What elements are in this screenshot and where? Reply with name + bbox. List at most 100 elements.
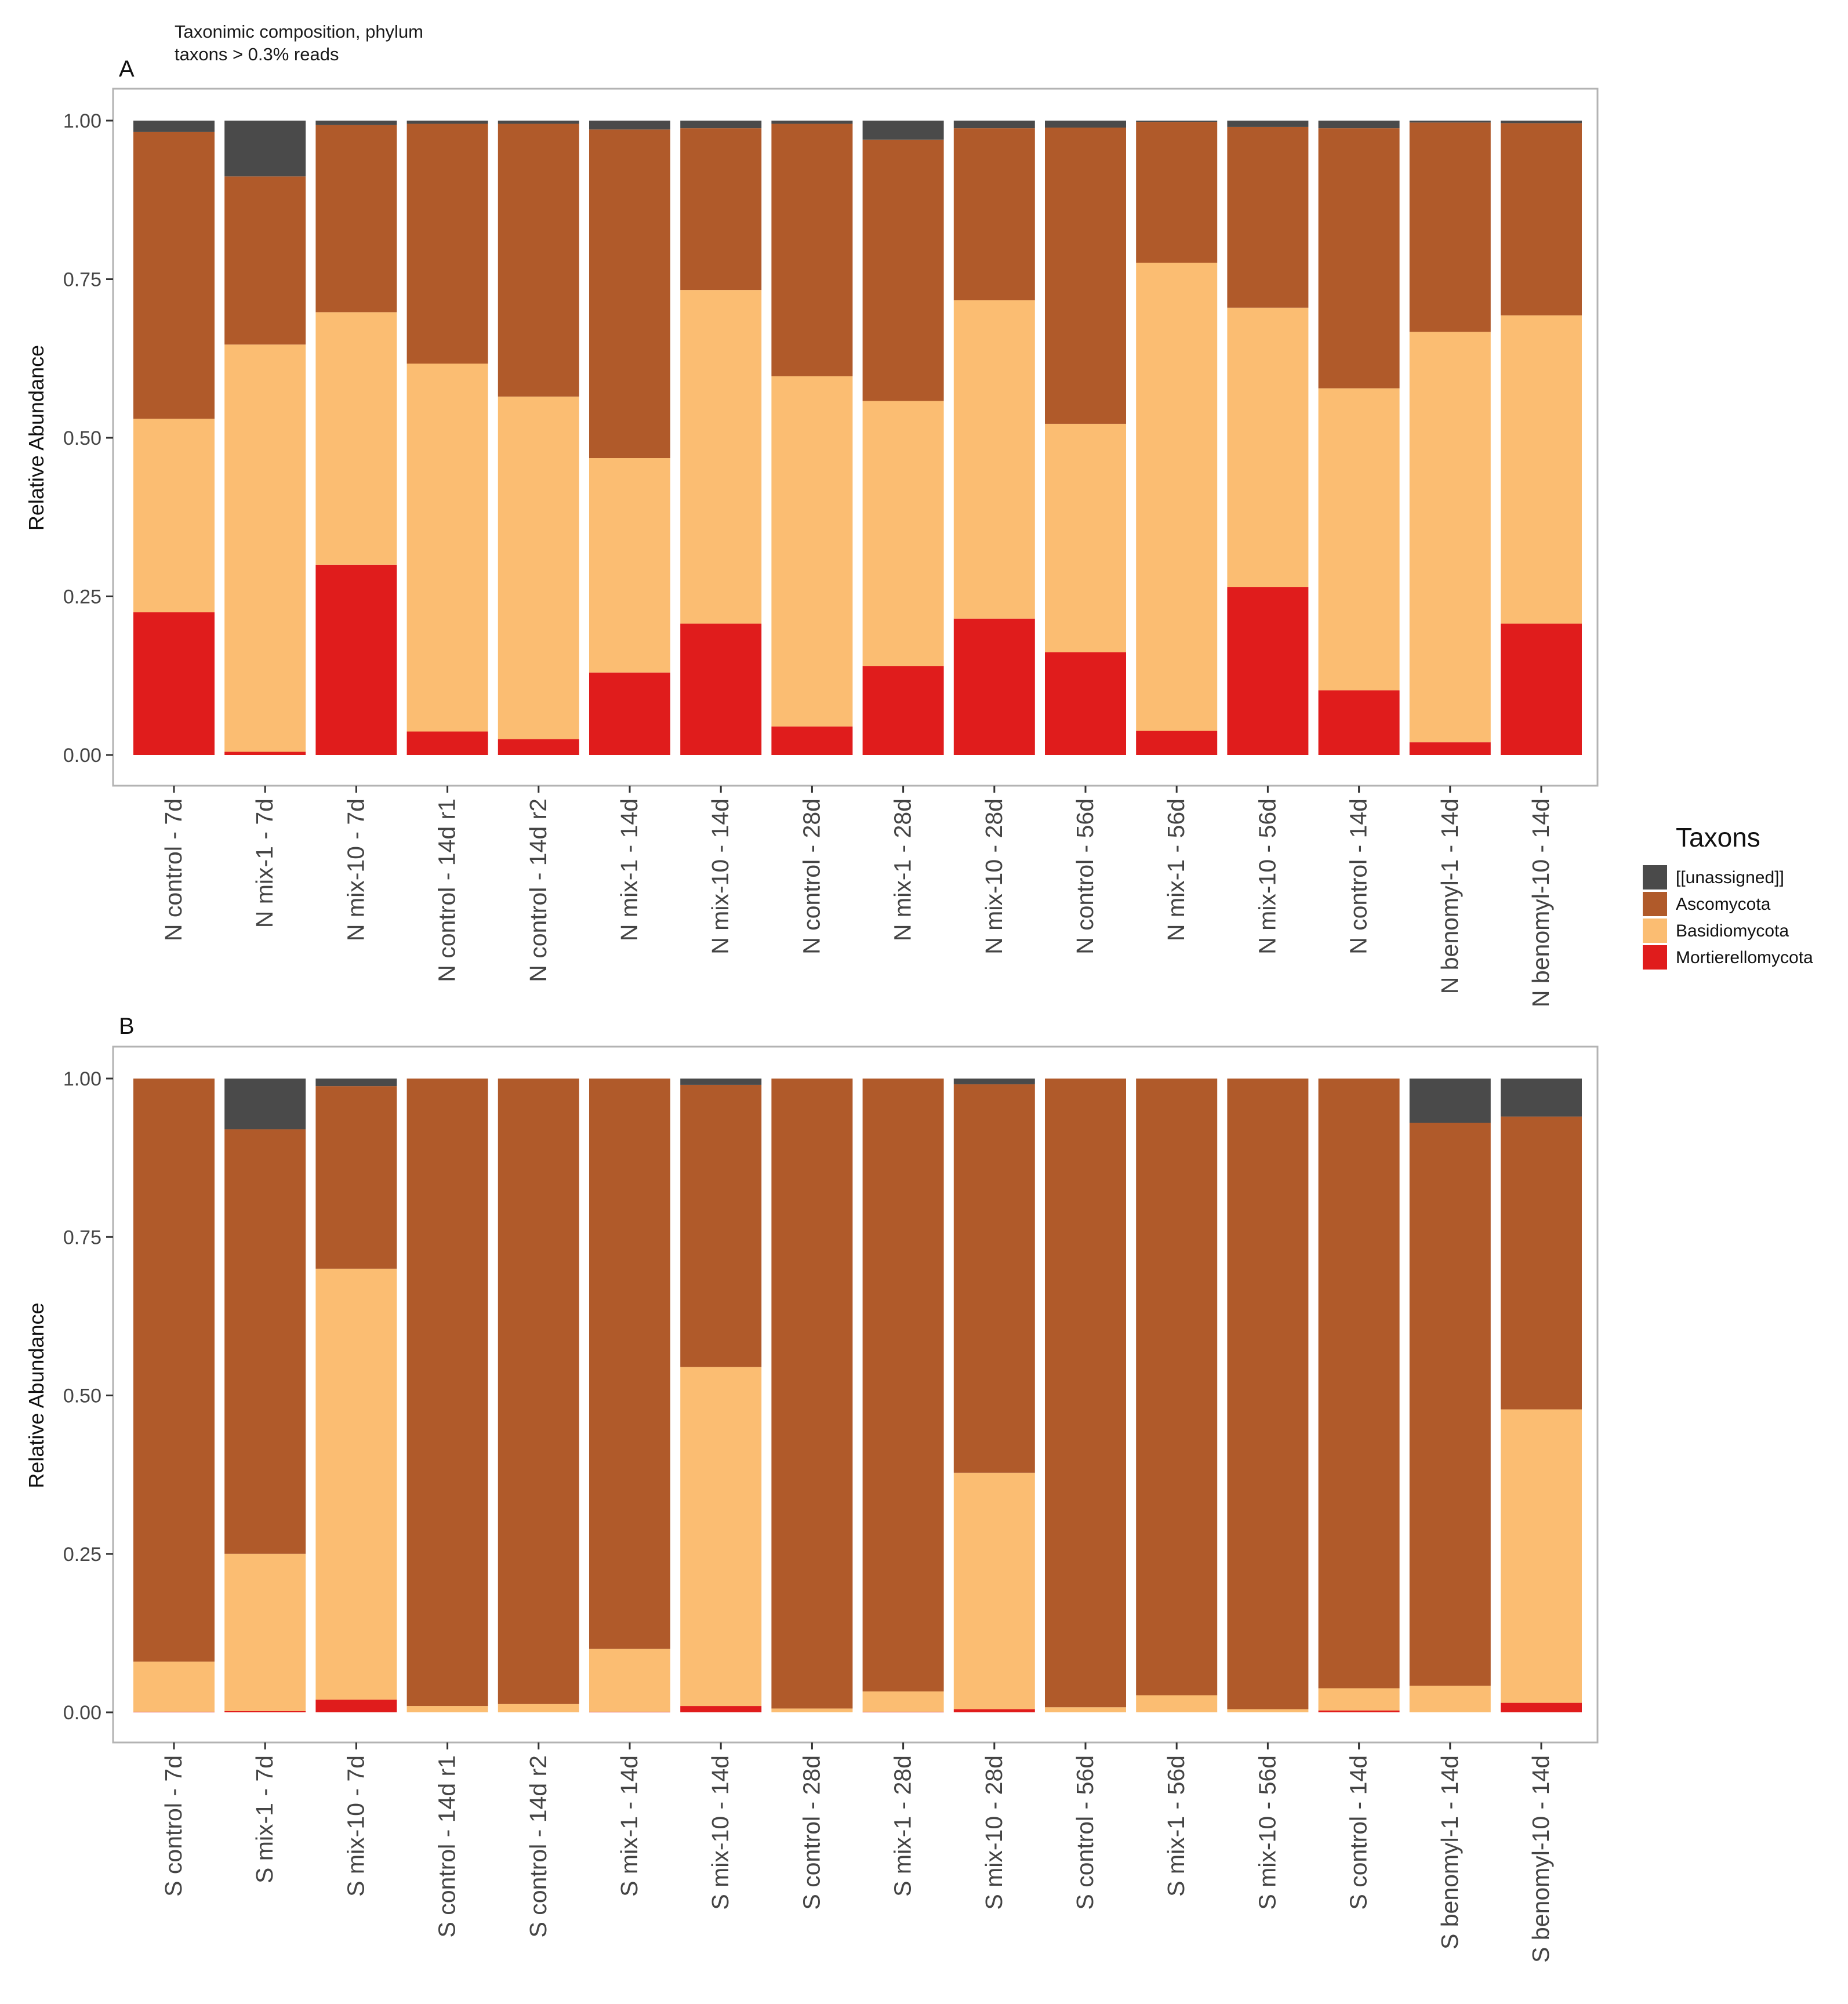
panel-b-bar-s-control-14d-basidiomycota <box>1318 1688 1400 1711</box>
panel-a-label: A <box>119 56 135 82</box>
panel-a-x-tick-label: N mix-10 - 14d <box>707 798 734 954</box>
panel-b-bar-s-mix-10-28d-mortierellomycota <box>953 1709 1035 1712</box>
panel-b-x-tick-label: S mix-1 - 7d <box>251 1755 278 1883</box>
panel-a-x-tick-label: N mix-10 - 28d <box>981 798 1007 954</box>
panel-a-x-tick-label: N mix-1 - 28d <box>889 798 916 941</box>
panel-a-bar-n-mix-10-14d-mortierellomycota <box>680 623 762 755</box>
panel-a-bar-n-control-56d-unassigned <box>1045 121 1126 128</box>
panel-a-bar-n-mix-1-7d-unassigned <box>224 121 306 177</box>
panel-a-bar-n-mix-10-28d-ascomycota <box>953 128 1035 300</box>
panel-b-bar-s-control-14d-r1-ascomycota <box>406 1079 488 1707</box>
panel-b-x-tick-label: S mix-1 - 14d <box>616 1755 642 1897</box>
panel-b-bar-s-control-7d-ascomycota <box>133 1079 215 1662</box>
legend-key-unassigned <box>1643 865 1667 890</box>
panel-b-x-tick-label: S mix-10 - 56d <box>1254 1755 1280 1910</box>
panel-a-y-tick-label: 1.00 <box>63 110 101 132</box>
panel-b-bar-s-control-14d-ascomycota <box>1318 1079 1400 1689</box>
panel-a-bar-n-mix-10-7d-ascomycota <box>315 125 397 313</box>
panel-a-bar-n-mix-1-7d-ascomycota <box>224 176 306 345</box>
panel-b-bar-s-mix-10-7d-basidiomycota <box>315 1268 397 1700</box>
legend-label-ascomycota: Ascomycota <box>1676 895 1771 914</box>
panel-a-bar-n-control-14d-unassigned <box>1318 121 1400 129</box>
panel-a-bar-n-mix-10-28d-basidiomycota <box>953 300 1035 619</box>
legend-label-basidiomycota: Basidiomycota <box>1676 921 1789 941</box>
panel-b-bar-s-mix-1-14d-basidiomycota <box>589 1649 670 1712</box>
panel-a-bar-n-mix-1-7d-basidiomycota <box>224 344 306 752</box>
panel-b-bar-s-mix-10-56d-ascomycota <box>1227 1079 1309 1709</box>
panel-b-bar-s-mix-10-56d-basidiomycota <box>1227 1709 1309 1712</box>
panel-a-bar-n-mix-1-28d-unassigned <box>862 121 944 140</box>
panel-a-bar-n-mix-10-56d-unassigned <box>1227 121 1309 127</box>
panel-b-x-tick-label: S mix-10 - 28d <box>981 1755 1007 1910</box>
panel-a-x-tick-label: N benomyl-10 - 14d <box>1527 798 1554 1007</box>
panel-b-bar-s-control-14d-r1-basidiomycota <box>406 1706 488 1712</box>
panel-a-bar-n-mix-10-7d-basidiomycota <box>315 312 397 565</box>
panel-a-bar-n-control-14d-r1-mortierellomycota <box>406 731 488 755</box>
panel-a-bar-n-mix-10-56d-ascomycota <box>1227 126 1309 308</box>
panel-a-y-tick-label: 0.25 <box>63 586 101 608</box>
panel-b-bar-s-mix-1-28d-ascomycota <box>862 1079 944 1691</box>
panel-a-x-tick-label: N control - 14d <box>1345 798 1372 954</box>
panel-b-y-axis-label: Relative Abundance <box>24 1302 48 1488</box>
panel-b-x-tick-label: S control - 28d <box>798 1755 825 1910</box>
panel-a-bar-n-mix-10-56d-mortierellomycota <box>1227 587 1309 755</box>
panel-a-x-tick-label: N mix-1 - 56d <box>1163 798 1189 941</box>
panel-a-bar-n-control-7d-unassigned <box>133 121 215 132</box>
panel-b-bar-s-mix-1-28d-basidiomycota <box>862 1691 944 1712</box>
panel-a-bar-n-mix-1-56d-basidiomycota <box>1136 263 1218 731</box>
panel-a-x-tick-label: N benomyl-1 - 14d <box>1436 798 1463 994</box>
panel-b-bar-s-benomyl-1-14d-ascomycota <box>1409 1123 1491 1686</box>
panel-b-x-tick-label: S benomyl-10 - 14d <box>1527 1755 1554 1963</box>
panel-b-bar-s-mix-1-56d-ascomycota <box>1136 1079 1218 1696</box>
panel-b-label: B <box>119 1014 135 1039</box>
panel-a-bar-n-control-28d-unassigned <box>771 121 853 124</box>
panel-b-bar-s-mix-10-14d-basidiomycota <box>680 1367 762 1707</box>
panel-b-x-tick-label: S control - 14d r2 <box>525 1755 551 1938</box>
panel-a-x-tick-label: N mix-1 - 14d <box>616 798 642 941</box>
panel-a-y-tick-label: 0.75 <box>63 269 101 291</box>
panel-a-bar-n-mix-10-14d-ascomycota <box>680 128 762 291</box>
panel-b-y-tick-label: 0.25 <box>63 1544 101 1566</box>
panel-b-x-tick-label: S control - 14d <box>1345 1755 1372 1910</box>
panel-b-bar-s-mix-10-7d-ascomycota <box>315 1086 397 1269</box>
panel-b-bar-s-mix-10-7d-unassigned <box>315 1079 397 1087</box>
panel-b-x-tick-label: S mix-10 - 14d <box>707 1755 734 1910</box>
panel-b-bar-s-mix-10-28d-basidiomycota <box>953 1472 1035 1709</box>
panel-b-bar-s-mix-1-7d-ascomycota <box>224 1129 306 1554</box>
panel-a-bar-n-control-14d-basidiomycota <box>1318 388 1400 691</box>
panel-a-bar-n-control-56d-ascomycota <box>1045 128 1126 424</box>
panel-a-bar-n-control-56d-mortierellomycota <box>1045 652 1126 755</box>
panel-a-x-tick-label: N control - 14d r2 <box>525 798 551 982</box>
panel-a-bar-n-control-7d-ascomycota <box>133 132 215 419</box>
panel-a-bar-n-benomyl-10-14d-mortierellomycota <box>1501 623 1582 755</box>
legend-items: [[unassigned]] Ascomycota Basidiomycota Mor… <box>1643 865 1813 970</box>
panel-a-bar-n-control-14d-r2-mortierellomycota <box>498 739 579 755</box>
panel-a-bar-n-mix-10-7d-mortierellomycota <box>315 564 397 755</box>
panel-a-bar-n-control-28d-basidiomycota <box>771 376 853 727</box>
panel-b-x-tick-label: S mix-1 - 28d <box>889 1755 916 1897</box>
panel-a-bar-n-mix-1-56d-mortierellomycota <box>1136 731 1218 755</box>
panel-b-bar-s-mix-10-7d-mortierellomycota <box>315 1700 397 1712</box>
panel-a-bar-n-control-14d-ascomycota <box>1318 128 1400 389</box>
panel-a-bar-n-mix-10-28d-unassigned <box>953 121 1035 129</box>
panel-a-bar-n-benomyl-10-14d-unassigned <box>1501 121 1582 124</box>
panel-b-y-tick-label: 1.00 <box>63 1068 101 1090</box>
panel-a-bar-n-control-28d-mortierellomycota <box>771 726 853 755</box>
panel-b-bar-s-mix-10-14d-unassigned <box>680 1079 762 1085</box>
panel-b-bar-s-mix-10-28d-unassigned <box>953 1079 1035 1084</box>
panel-a-bar-n-mix-1-14d-basidiomycota <box>589 458 670 673</box>
panel-a-y-axis-label: Relative Abundance <box>24 345 48 531</box>
panel-b: B Relative Abundance 0.00 0.25 0.50 0.75 1.00 S… <box>24 1014 1599 1963</box>
panel-b-bar-s-mix-10-28d-ascomycota <box>953 1084 1035 1473</box>
panel-b-bar-s-control-7d-basidiomycota <box>133 1661 215 1712</box>
legend-key-mortierellomycota <box>1643 945 1667 970</box>
panel-a-bar-n-benomyl-1-14d-mortierellomycota <box>1409 742 1491 755</box>
legend-label-mortierellomycota: Mortierellomycota <box>1676 948 1813 967</box>
panel-b-bar-s-control-14d-mortierellomycota <box>1318 1710 1400 1712</box>
panel-b-bar-s-control-14d-r2-ascomycota <box>498 1079 579 1704</box>
panel-a-bar-n-control-14d-r1-unassigned <box>406 121 488 124</box>
panel-a-bar-n-mix-10-14d-basidiomycota <box>680 290 762 624</box>
panel-a-bar-n-control-14d-r2-ascomycota <box>498 124 579 397</box>
panel-a-x-tick-label: N mix-10 - 56d <box>1254 798 1280 954</box>
panel-a-bar-n-benomyl-1-14d-unassigned <box>1409 121 1491 123</box>
